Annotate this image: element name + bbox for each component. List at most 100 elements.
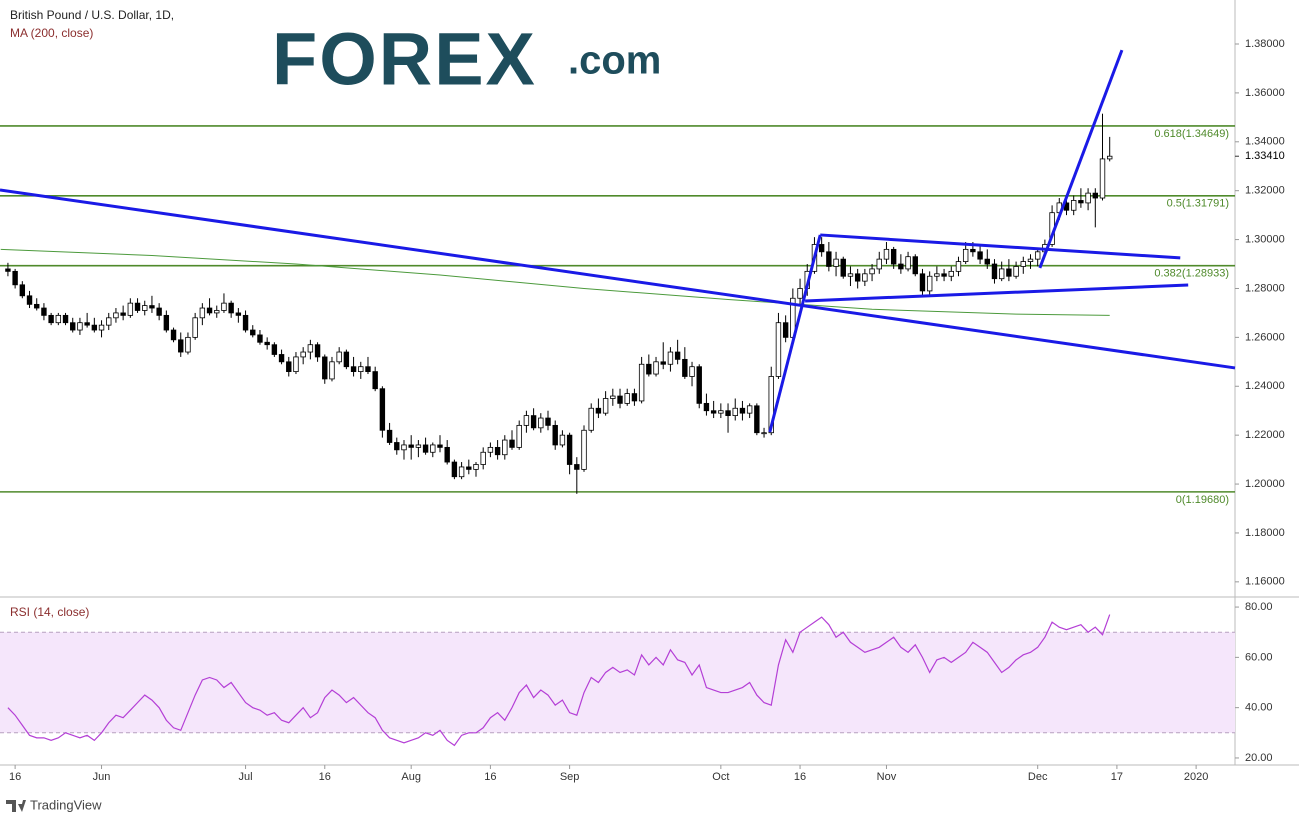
- candle-body: [1092, 192, 1098, 199]
- candle-body: [509, 439, 515, 448]
- y-tick-label: 80.00: [1245, 601, 1273, 613]
- candle-body: [818, 244, 825, 253]
- candle-body: [854, 273, 861, 282]
- candle-body: [113, 312, 119, 319]
- candle-body: [797, 288, 803, 299]
- candle-body: [19, 284, 26, 297]
- candle-body: [610, 395, 616, 399]
- candle-body: [1013, 266, 1019, 277]
- candle-body: [480, 451, 486, 465]
- candle-body: [314, 344, 321, 358]
- candle-body: [415, 444, 422, 448]
- candle-body: [682, 358, 688, 377]
- fib-label: 0.618(1.34649): [1154, 128, 1229, 140]
- candle-body: [1099, 158, 1106, 199]
- candle-body: [278, 354, 285, 363]
- candle-body: [703, 402, 710, 412]
- candle-body: [545, 417, 551, 426]
- candle-body: [962, 248, 969, 262]
- candle-body: [1020, 261, 1026, 267]
- candle-body: [55, 314, 62, 324]
- candle-body: [574, 464, 580, 470]
- candle-body: [624, 393, 630, 404]
- x-tick-label: Oct: [712, 771, 729, 783]
- candle-body: [336, 351, 342, 363]
- candle-body: [898, 263, 904, 270]
- rsi-line: [7, 614, 1111, 747]
- candle-body: [970, 248, 976, 253]
- rsi-band: [0, 632, 1235, 733]
- candle-body: [696, 366, 702, 404]
- candle-body: [782, 322, 789, 338]
- candle-body: [329, 361, 335, 380]
- candle-body: [876, 258, 882, 270]
- candle-body: [142, 305, 148, 311]
- ma-line: [0, 248, 1110, 316]
- candle-body: [502, 439, 508, 456]
- candle-body: [948, 270, 954, 277]
- y-tick-label: 1.24000: [1245, 380, 1285, 392]
- candle-body: [192, 317, 198, 338]
- candle-body: [674, 351, 681, 360]
- y-tick-label: 1.22000: [1245, 429, 1285, 441]
- candle-body: [178, 339, 184, 353]
- candle-body: [862, 273, 868, 282]
- candle-body: [466, 466, 472, 470]
- y-tick-label: 1.26000: [1245, 331, 1285, 343]
- logo-brand: FOREX: [272, 18, 537, 101]
- candle-body: [264, 341, 270, 346]
- candle-body: [761, 432, 767, 435]
- candle-body: [595, 407, 602, 414]
- candle-body: [408, 444, 414, 448]
- candle-body: [358, 366, 364, 372]
- candle-body: [638, 363, 645, 402]
- footer-brand: TradingView: [30, 797, 102, 812]
- candle-body: [235, 312, 242, 316]
- candle-body: [422, 444, 429, 453]
- candle-body: [473, 464, 479, 470]
- logo-suffix: .com: [568, 39, 661, 83]
- candle-body: [516, 424, 522, 448]
- y-tick-label: 1.38000: [1245, 38, 1285, 50]
- candle-body: [653, 361, 659, 375]
- tradingview-icon: [6, 800, 26, 812]
- x-tick-label: 16: [9, 771, 21, 783]
- candle-body: [257, 334, 263, 343]
- candle-body: [62, 314, 69, 324]
- candle-body: [149, 305, 155, 309]
- candle-body: [739, 407, 746, 414]
- candle-body: [732, 407, 738, 417]
- candle-body: [293, 356, 299, 372]
- candle-body: [559, 434, 566, 446]
- y-tick-label: 1.18000: [1245, 527, 1285, 539]
- trendline: [805, 283, 1189, 303]
- candle-body: [185, 336, 191, 353]
- candle-body: [725, 410, 731, 417]
- candle-body: [120, 312, 126, 316]
- candle-body: [451, 461, 458, 478]
- candle-body: [401, 444, 407, 451]
- candle-body: [833, 258, 839, 267]
- candle-body: [365, 366, 371, 372]
- candle-body: [840, 258, 846, 277]
- trendline: [1038, 49, 1124, 269]
- candle-body: [1027, 258, 1034, 262]
- y-tick-label: 40.00: [1245, 702, 1273, 714]
- candle-body: [523, 415, 530, 426]
- x-tick-label: 16: [794, 771, 806, 783]
- x-tick-label: 2020: [1184, 771, 1208, 783]
- candle-body: [617, 395, 623, 404]
- candle-body: [106, 317, 112, 326]
- candle-body: [70, 322, 76, 331]
- fib-label: 0(1.19680): [1176, 494, 1229, 506]
- candle-body: [667, 351, 674, 365]
- candle-body: [566, 434, 573, 465]
- candle-body: [718, 410, 724, 414]
- candle-body: [847, 273, 854, 277]
- candle-body: [1085, 192, 1091, 204]
- x-tick-label: 16: [319, 771, 331, 783]
- candle-body: [991, 263, 998, 280]
- candle-body: [530, 415, 537, 429]
- candle-body: [242, 314, 249, 331]
